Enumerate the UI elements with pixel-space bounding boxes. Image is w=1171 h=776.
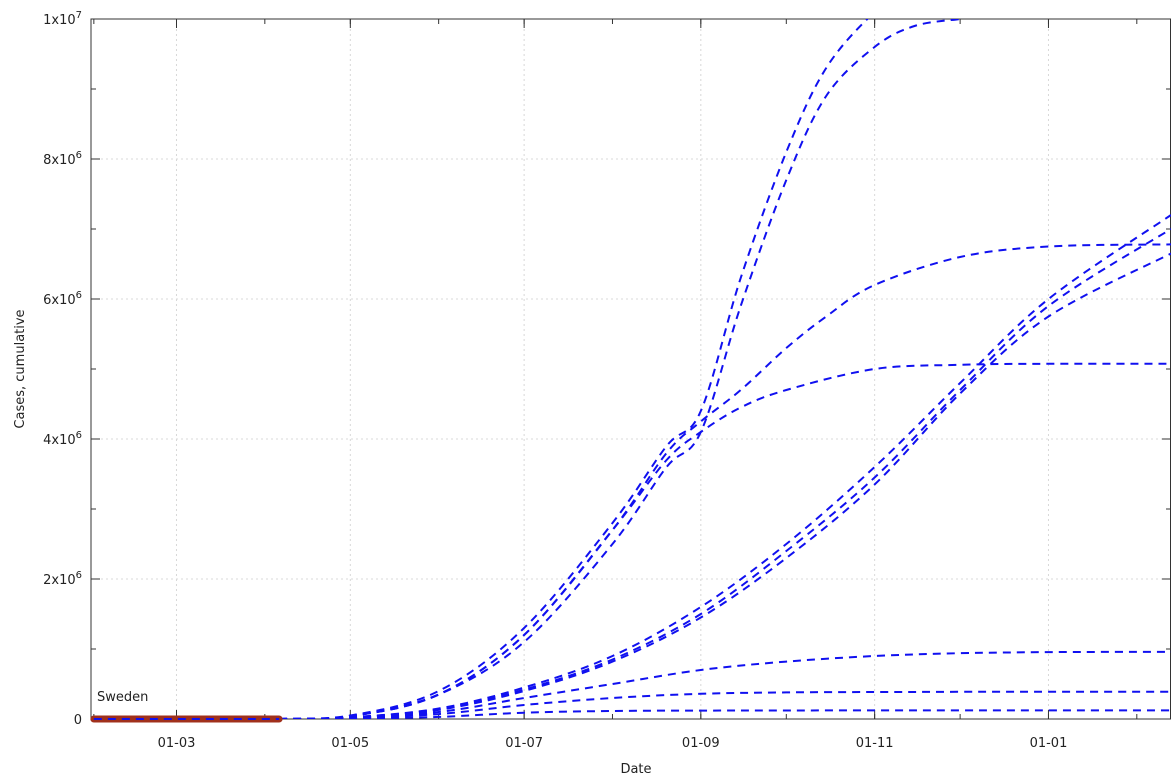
annotation-label: Sweden (97, 690, 148, 705)
plot-border (91, 19, 1171, 719)
plot-frame (91, 19, 1171, 719)
series-line-3 (279, 244, 1171, 719)
series-line-7 (279, 254, 1171, 720)
y-axis-title: Cases, cumulative (13, 309, 28, 428)
series-line-4 (279, 364, 1171, 719)
series-lines (279, 0, 1171, 719)
y-tick-label: 8x106 (43, 150, 82, 168)
x-tick-label: 01-05 (331, 736, 369, 751)
series-line-1 (279, 0, 960, 719)
x-tick-label: 01-11 (856, 736, 894, 751)
x-tick-label: 01-01 (1030, 736, 1068, 751)
x-tick-label: 01-03 (158, 736, 196, 751)
series-line-5 (279, 215, 1171, 719)
x-tick-label: 01-07 (505, 736, 543, 751)
series-line-6 (279, 229, 1171, 719)
series-line-9 (279, 692, 1171, 719)
x-tick-label: 01-09 (682, 736, 720, 751)
grid (91, 19, 1171, 719)
y-tick-label: 2x106 (43, 570, 82, 588)
y-tick-label: 0 (74, 713, 82, 728)
series-line-8 (279, 652, 1171, 719)
y-tick-label: 6x106 (43, 290, 82, 308)
series-line-2 (279, 19, 960, 719)
x-axis: 01-03 01-05 01-07 01-09 01-11 01-01 (94, 19, 1137, 751)
x-axis-title: Date (620, 762, 651, 776)
y-tick-label: 4x106 (43, 430, 82, 448)
y-axis: 0 2x106 4x106 6x106 8x106 1x107 (43, 10, 1171, 728)
y-tick-label: 1x107 (43, 10, 82, 28)
